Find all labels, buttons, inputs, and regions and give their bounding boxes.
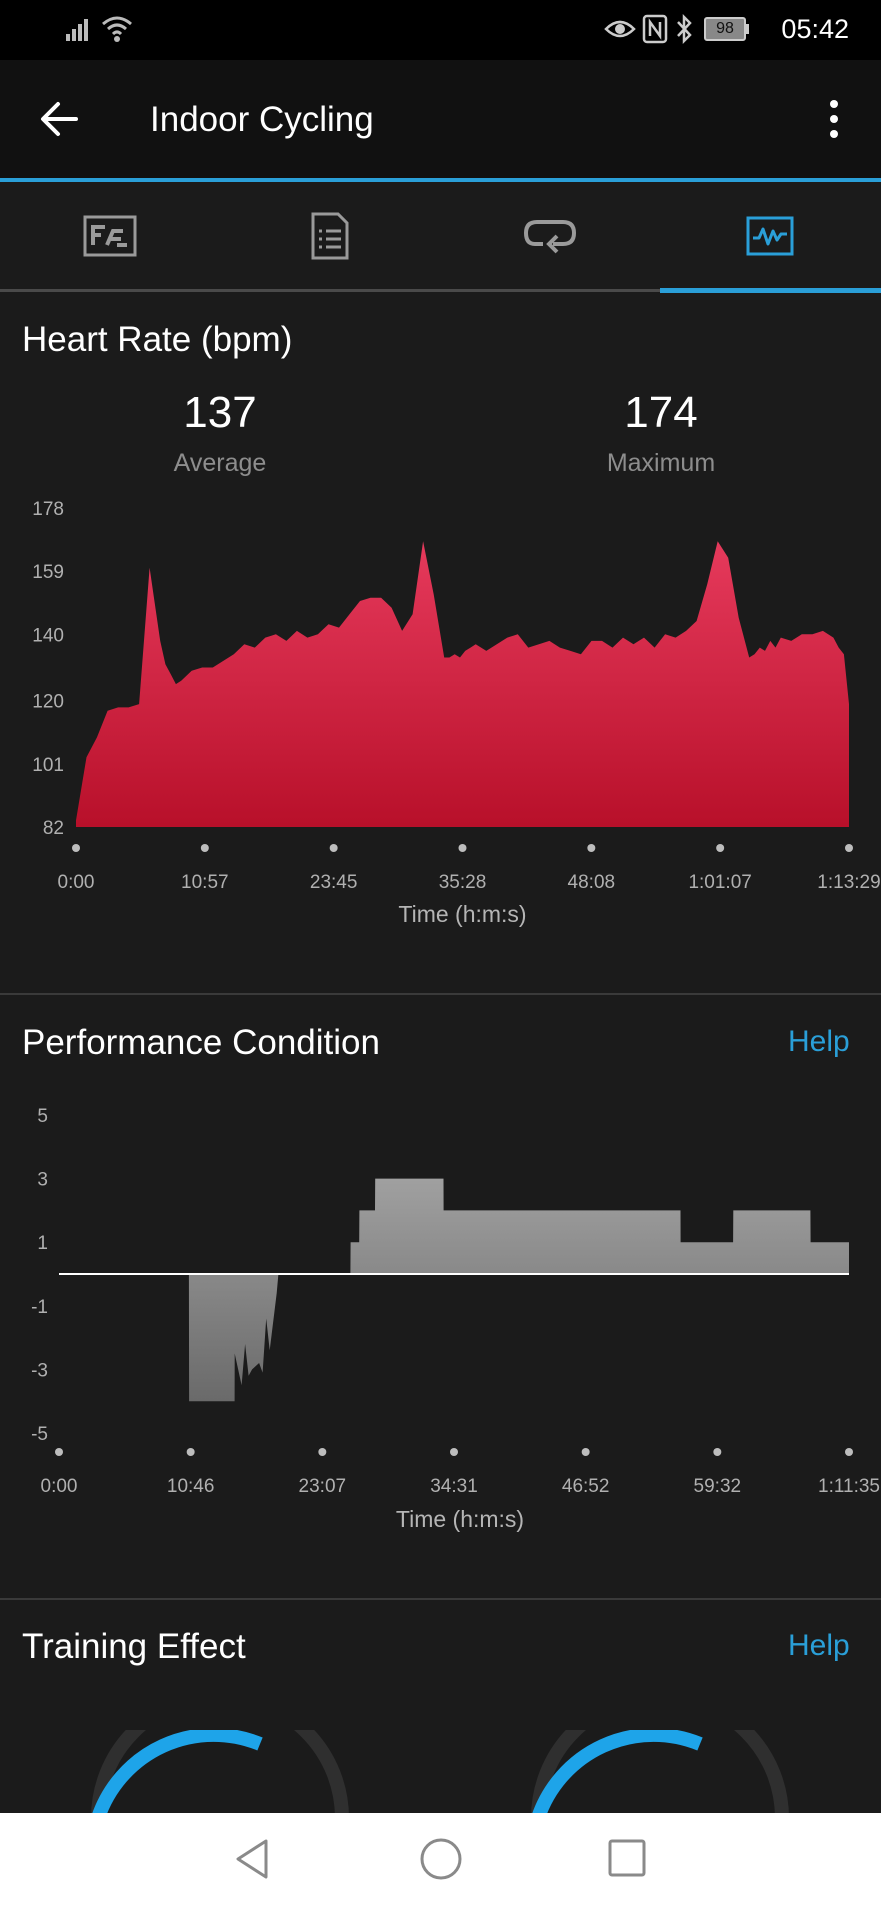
tab-bar-underline xyxy=(0,289,881,292)
heart-rate-chart[interactable]: 178 159 140 120 101 82 0:00 10:57 23:45 35:28 48:0… xyxy=(0,490,881,935)
app-bar xyxy=(0,60,881,178)
x-tick-label: 23:07 xyxy=(299,1476,347,1497)
y-tick-label: 120 xyxy=(32,692,64,713)
x-tick-label: 0:00 xyxy=(58,872,95,893)
tab-overview[interactable] xyxy=(0,182,220,290)
performance-help-link[interactable]: Help xyxy=(788,1025,850,1058)
active-tab-indicator xyxy=(660,288,881,293)
x-tick-dot xyxy=(55,1448,63,1456)
x-tick-label: 1:13:29 xyxy=(817,872,880,893)
x-tick-label: 10:46 xyxy=(167,1476,215,1497)
x-tick-label: 59:32 xyxy=(694,1476,742,1497)
x-tick-dot xyxy=(450,1448,458,1456)
recents-square-icon[interactable] xyxy=(607,1838,647,1878)
training-effect-title: Training Effect xyxy=(22,1627,246,1666)
laps-icon xyxy=(523,220,577,254)
x-tick-dot xyxy=(716,844,725,852)
status-bar: 98 05:42 xyxy=(0,0,881,60)
x-tick-dot xyxy=(72,844,80,852)
x-tick-label: 34:31 xyxy=(430,1476,478,1497)
maximum-hr-label: Maximum xyxy=(606,449,716,477)
app-bar-accent-line xyxy=(0,178,881,182)
battery-icon: 98 xyxy=(704,17,746,41)
y-tick-label: 159 xyxy=(32,562,64,583)
charts-icon xyxy=(746,216,794,256)
y-tick-label: 1 xyxy=(37,1233,48,1254)
x-tick-label: 23:45 xyxy=(310,872,358,893)
back-triangle-icon[interactable] xyxy=(232,1837,272,1881)
section-divider xyxy=(0,993,881,995)
x-tick-label: 46:52 xyxy=(562,1476,610,1497)
tab-charts[interactable] xyxy=(660,182,880,290)
x-tick-dot xyxy=(200,844,209,852)
y-tick-label: -1 xyxy=(31,1297,48,1318)
x-tick-dot xyxy=(458,844,467,852)
tab-details[interactable] xyxy=(220,182,440,290)
home-circle-icon[interactable] xyxy=(419,1837,463,1881)
bluetooth-icon xyxy=(677,14,692,44)
y-tick-label: 3 xyxy=(37,1170,48,1191)
y-tick-label: -3 xyxy=(31,1360,48,1381)
y-tick-label: 101 xyxy=(32,755,64,776)
navigation-bar xyxy=(0,1813,881,1909)
training-effect-help-link[interactable]: Help xyxy=(788,1629,850,1662)
clock: 05:42 xyxy=(781,14,849,44)
x-axis-title: Time (h:m:s) xyxy=(398,901,526,927)
y-tick-label: 178 xyxy=(32,499,64,520)
aerobic-effect-gauge xyxy=(91,1730,349,1820)
x-tick-dot xyxy=(318,1448,327,1456)
nfc-icon xyxy=(642,14,668,44)
eye-icon xyxy=(604,20,636,38)
x-tick-dot xyxy=(186,1448,195,1456)
x-axis-title: Time (h:m:s) xyxy=(396,1506,524,1532)
performance-area xyxy=(59,1178,849,1402)
x-tick-label: 1:01:07 xyxy=(688,872,751,893)
details-icon xyxy=(311,212,349,260)
x-tick-label: 0:00 xyxy=(41,1476,78,1497)
overview-icon xyxy=(83,215,137,257)
signal-icon xyxy=(66,19,88,41)
x-tick-dot xyxy=(329,844,338,852)
wifi-icon xyxy=(102,16,132,42)
heart-rate-area xyxy=(76,541,849,827)
x-tick-label: 48:08 xyxy=(568,872,616,893)
anaerobic-effect-gauge xyxy=(531,1730,789,1820)
x-tick-dot xyxy=(845,844,853,852)
battery-level: 98 xyxy=(716,20,734,37)
section-divider xyxy=(0,1598,881,1600)
performance-condition-title: Performance Condition xyxy=(22,1023,380,1062)
x-tick-dot xyxy=(587,844,596,852)
y-tick-label: 82 xyxy=(43,818,64,839)
average-hr-label: Average xyxy=(173,449,267,477)
x-tick-dot xyxy=(581,1448,590,1456)
back-arrow-icon[interactable] xyxy=(38,100,78,138)
y-tick-label: -5 xyxy=(31,1424,48,1445)
x-tick-label: 1:11:35 xyxy=(818,1476,880,1497)
y-tick-label: 140 xyxy=(32,625,64,646)
tab-bar xyxy=(0,182,881,290)
x-tick-dot xyxy=(713,1448,722,1456)
tab-laps[interactable] xyxy=(440,182,660,290)
y-tick-label: 5 xyxy=(37,1106,48,1127)
x-tick-dot xyxy=(845,1448,853,1456)
heart-rate-title: Heart Rate (bpm) xyxy=(22,320,293,359)
performance-condition-chart[interactable]: 5 3 1 -1 -3 -5 0:00 10:46 23:07 34:31 46:52 59:32 1:… xyxy=(0,1095,881,1540)
average-hr-value: 137 xyxy=(183,388,257,437)
page-title: Indoor Cycling xyxy=(150,100,374,139)
maximum-hr-value: 174 xyxy=(624,388,698,437)
x-tick-label: 35:28 xyxy=(439,872,487,893)
more-options-icon[interactable] xyxy=(824,98,844,140)
x-tick-label: 10:57 xyxy=(181,872,229,893)
